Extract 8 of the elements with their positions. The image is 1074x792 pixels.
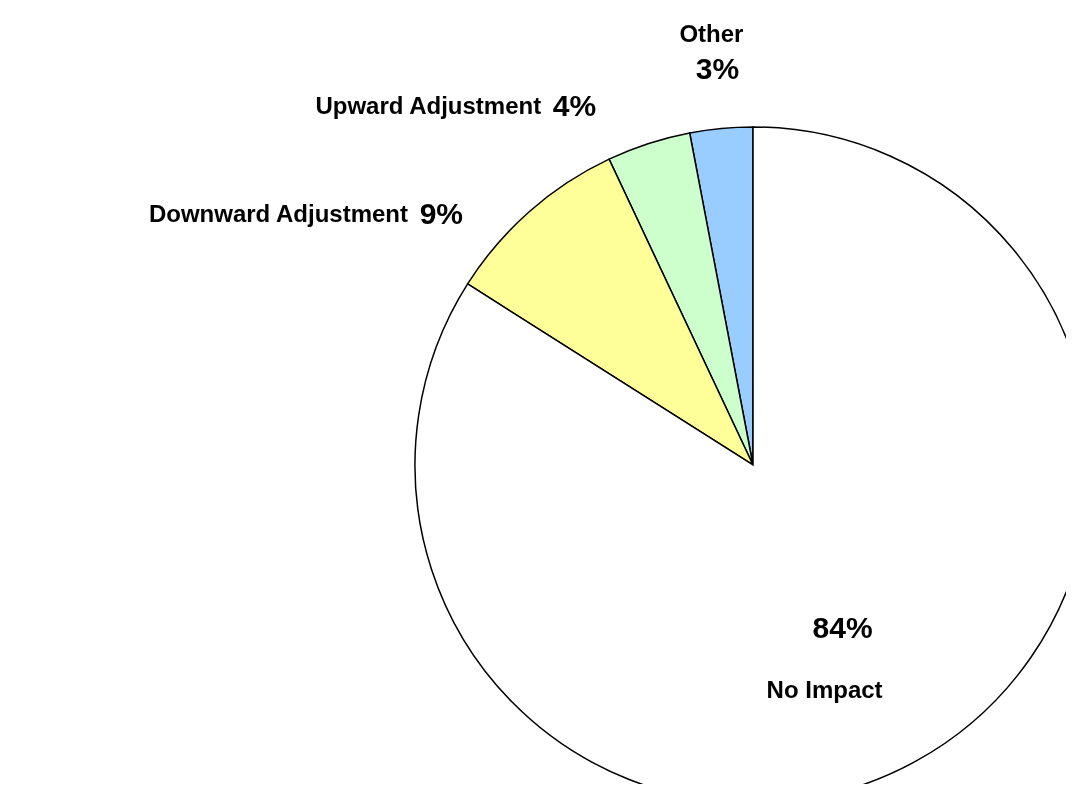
slice-label: Downward Adjustment [148, 199, 409, 227]
data-label: 4% [552, 89, 597, 122]
data-label: 3% [695, 52, 740, 86]
slice-label: No Impact [766, 676, 883, 704]
data-label: 9% [419, 196, 464, 230]
slice-label: Upward Adjustment [315, 92, 542, 119]
slice-label: Other [679, 20, 744, 48]
data-label: 84% [812, 611, 873, 645]
